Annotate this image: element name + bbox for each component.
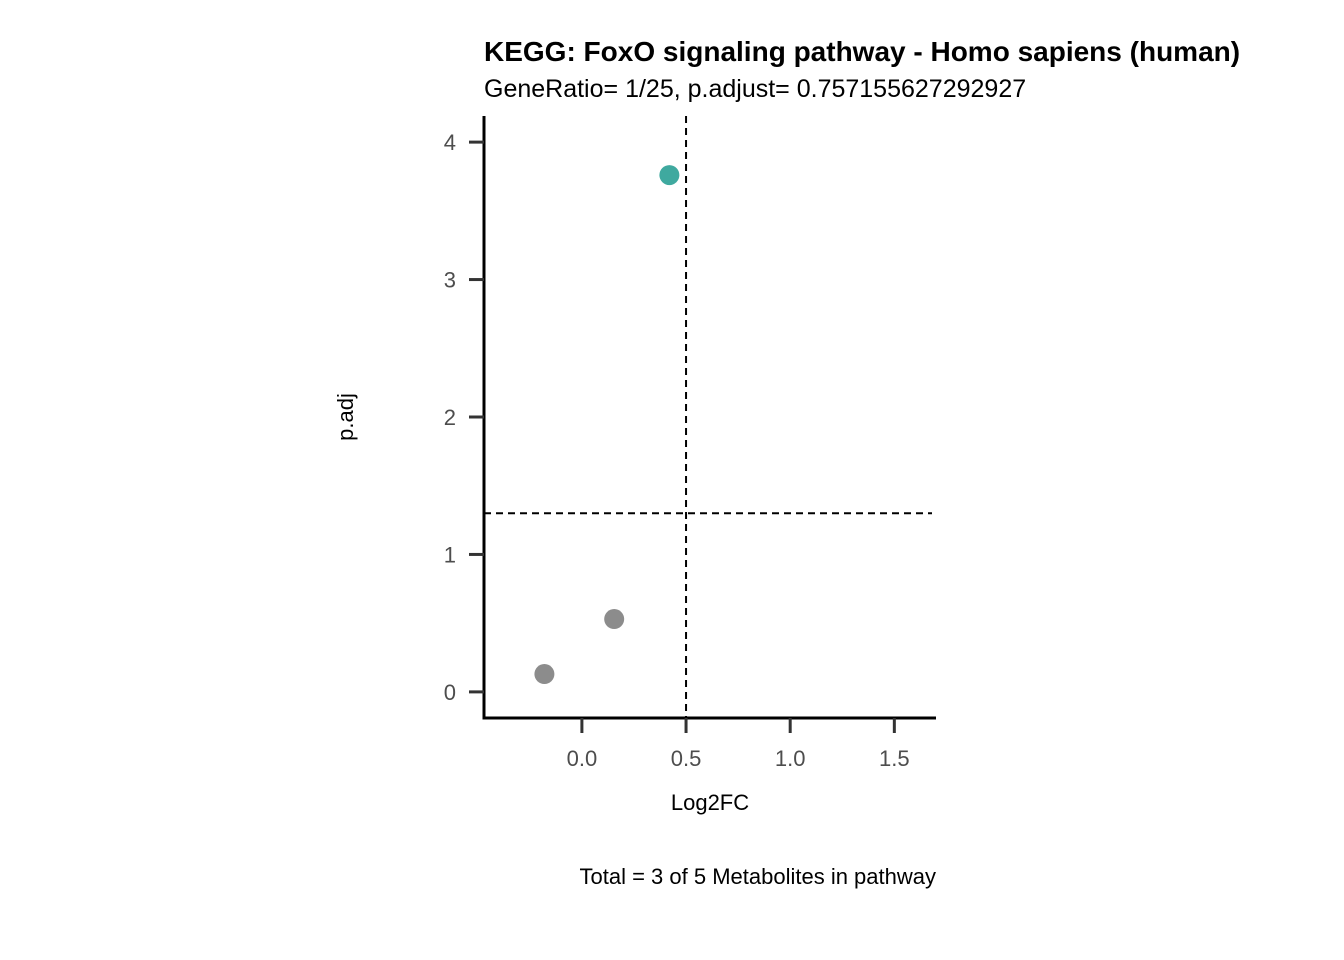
x-tick-label: 1.5: [879, 746, 910, 771]
chart-title: KEGG: FoxO signaling pathway - Homo sapi…: [484, 36, 1240, 67]
chart-subtitle: GeneRatio= 1/25, p.adjust= 0.75715562729…: [484, 75, 1026, 103]
y-tick-label: 4: [444, 130, 456, 155]
y-tick-label: 2: [444, 405, 456, 430]
x-axis-label: Log2FC: [671, 790, 749, 815]
data-point: [604, 609, 625, 630]
plot-area: 0 1 2 3 4 0.0 0.5 1.0 1.5: [444, 116, 936, 771]
data-point: [534, 664, 555, 685]
y-tick-label: 3: [444, 268, 456, 293]
data-point: [659, 165, 680, 186]
x-tick-label: 1.0: [775, 746, 806, 771]
x-tick-label: 0.5: [671, 746, 702, 771]
x-tick-label: 0.0: [567, 746, 598, 771]
chart-caption: Total = 3 of 5 Metabolites in pathway: [580, 864, 937, 889]
y-axis-label: p.adj: [333, 393, 358, 441]
y-tick-label: 1: [444, 542, 456, 567]
y-tick-label: 0: [444, 680, 456, 705]
